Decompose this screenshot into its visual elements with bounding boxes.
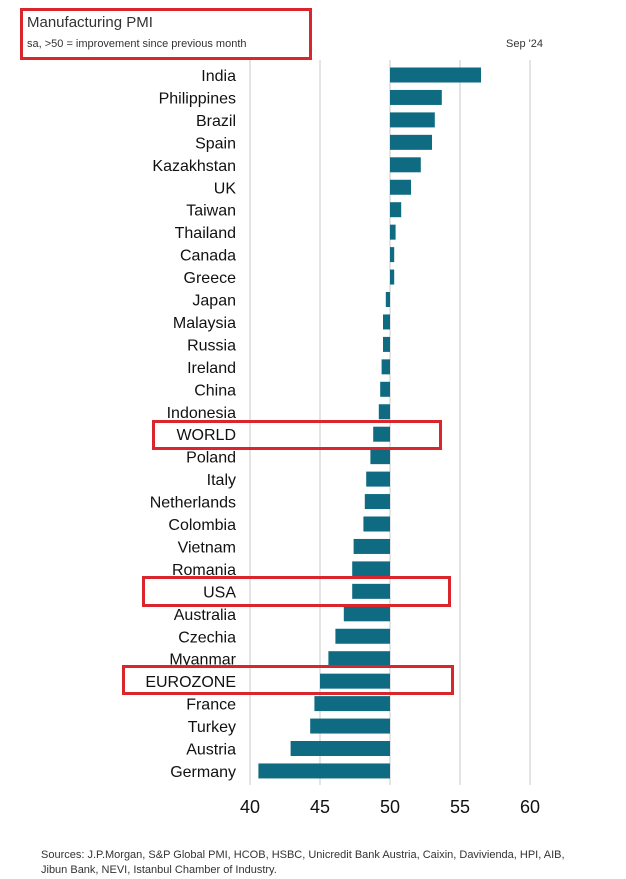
category-label: Brazil xyxy=(196,113,236,130)
bar-brazil xyxy=(390,112,435,128)
category-label: Greece xyxy=(184,270,237,287)
bar-spain xyxy=(390,134,432,150)
title-highlight-box xyxy=(20,8,312,60)
bar-ireland xyxy=(381,359,390,375)
bar-colombia xyxy=(363,516,390,532)
x-tick-label: 45 xyxy=(310,797,330,817)
bar-poland xyxy=(370,449,390,465)
category-label: Australia xyxy=(174,607,236,624)
bar-canada xyxy=(390,247,395,263)
bar-kazakhstan xyxy=(390,157,421,173)
bar-usa xyxy=(352,583,390,599)
bar-myanmar xyxy=(328,651,390,667)
category-label: Myanmar xyxy=(169,652,236,669)
bar-uk xyxy=(390,179,411,195)
category-label: Spain xyxy=(195,135,236,152)
x-tick-label: 40 xyxy=(240,797,260,817)
bar-austria xyxy=(290,741,390,756)
category-label: Kazakhstan xyxy=(152,158,236,175)
bar-world xyxy=(373,426,390,442)
bar-italy xyxy=(366,471,390,487)
world-highlight-box xyxy=(152,420,442,450)
bar-germany xyxy=(258,763,390,779)
category-label: China xyxy=(194,382,236,399)
category-label: UK xyxy=(214,180,237,197)
category-label: EUROZONE xyxy=(145,674,236,691)
bar-czechia xyxy=(335,628,390,644)
bar-australia xyxy=(343,606,390,622)
bar-china xyxy=(380,381,390,397)
bar-philippines xyxy=(390,89,442,105)
category-label: Japan xyxy=(192,293,236,310)
source-note: Sources: J.P.Morgan, S&P Global PMI, HCO… xyxy=(41,849,565,876)
category-label: Malaysia xyxy=(173,315,236,332)
chart-subtitle: sa, >50 = improvement since previous mon… xyxy=(27,38,247,50)
x-tick-label: 60 xyxy=(520,797,540,817)
category-label: Taiwan xyxy=(186,203,236,220)
bar-russia xyxy=(383,336,390,352)
category-label: WORLD xyxy=(176,427,236,444)
bar-vietnam xyxy=(353,538,390,554)
category-label: Russia xyxy=(187,337,236,354)
eurozone-highlight-box xyxy=(122,665,454,695)
category-label: Italy xyxy=(207,472,236,489)
bar-turkey xyxy=(310,718,390,734)
category-label: Vietnam xyxy=(178,539,236,556)
x-tick-label: 50 xyxy=(380,797,400,817)
date-label: Sep '24 xyxy=(506,38,543,50)
chart-title: Manufacturing PMI xyxy=(27,14,153,31)
category-label: Germany xyxy=(170,764,236,781)
x-tick-label: 55 xyxy=(450,797,470,817)
category-label: Thailand xyxy=(175,225,236,242)
bar-france xyxy=(314,696,390,712)
category-label: Turkey xyxy=(188,719,236,736)
bar-japan xyxy=(385,292,390,307)
category-label: India xyxy=(201,68,236,85)
bar-india xyxy=(390,67,481,83)
category-label: Philippines xyxy=(159,90,236,107)
bar-taiwan xyxy=(390,202,402,218)
bar-malaysia xyxy=(383,314,390,330)
category-label: Poland xyxy=(186,450,236,467)
category-label: USA xyxy=(203,584,236,601)
category-label: Netherlands xyxy=(150,495,236,512)
category-label: Romania xyxy=(172,562,236,579)
category-label: Canada xyxy=(180,248,236,265)
bar-netherlands xyxy=(364,494,390,510)
category-label: Ireland xyxy=(187,360,236,377)
bar-indonesia xyxy=(378,404,390,420)
category-label: Colombia xyxy=(168,517,236,534)
category-label: Czechia xyxy=(178,629,236,646)
bar-eurozone xyxy=(320,673,390,689)
category-label: France xyxy=(186,697,236,714)
bar-greece xyxy=(390,269,395,285)
bar-romania xyxy=(352,561,390,577)
category-label: Indonesia xyxy=(167,405,236,422)
category-label: Austria xyxy=(186,742,236,759)
usa-highlight-box xyxy=(142,576,451,607)
bar-thailand xyxy=(390,224,396,240)
